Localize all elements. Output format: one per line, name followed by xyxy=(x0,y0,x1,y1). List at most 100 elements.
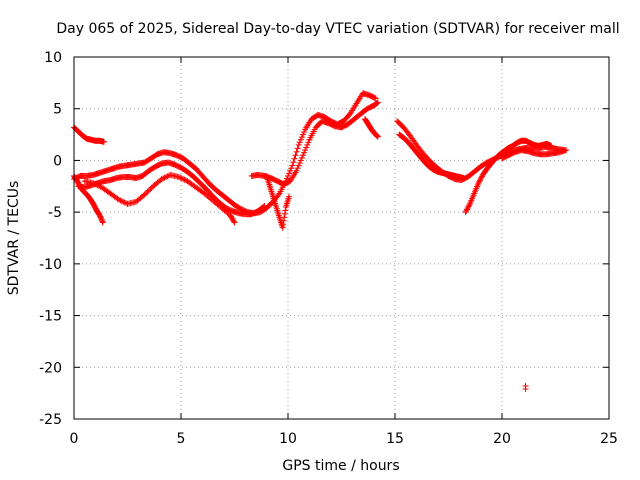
data-point xyxy=(297,136,304,143)
series-pass-k xyxy=(462,137,555,216)
x-tick-label: 25 xyxy=(600,431,618,447)
data-point xyxy=(180,176,187,183)
data-point xyxy=(279,224,286,231)
data-point xyxy=(118,198,125,205)
data-point xyxy=(141,191,148,198)
data-point xyxy=(286,193,293,200)
data-point xyxy=(301,128,308,135)
data-point xyxy=(301,149,308,156)
x-axis-label: GPS time / hours xyxy=(282,458,399,474)
data-point xyxy=(280,221,287,228)
data-point xyxy=(293,148,300,155)
x-tick-label: 15 xyxy=(386,431,404,447)
data-point xyxy=(280,217,287,224)
data-point xyxy=(94,182,101,189)
chart-title: Day 065 of 2025, Sidereal Day-to-day VTE… xyxy=(56,21,619,37)
data-point xyxy=(476,177,483,184)
data-point xyxy=(476,178,483,185)
data-point xyxy=(148,184,155,191)
series-pass-e xyxy=(81,171,238,226)
data-point xyxy=(522,383,529,390)
data-point xyxy=(117,197,124,204)
series-pass-a xyxy=(71,124,107,145)
data-point xyxy=(291,155,298,162)
data-point xyxy=(302,147,309,154)
data-point xyxy=(158,176,165,183)
data-point xyxy=(294,165,301,172)
data-point xyxy=(115,196,122,203)
data-point xyxy=(287,167,294,174)
series-pass-f xyxy=(248,99,381,188)
series-pass-g xyxy=(263,172,293,231)
data-point xyxy=(161,174,168,181)
data-point xyxy=(99,218,106,225)
series-pass-l xyxy=(499,147,570,162)
data-point xyxy=(371,94,378,101)
y-tick-label: 5 xyxy=(53,102,62,118)
series-pass-i xyxy=(394,118,568,184)
series-outlier xyxy=(522,383,529,393)
x-tick-label: 20 xyxy=(493,431,511,447)
y-tick-label: -10 xyxy=(39,257,62,273)
data-point xyxy=(374,100,381,107)
y-axis-label: SDTVAR / TECUs xyxy=(6,181,22,296)
series-pass-h xyxy=(362,116,381,140)
data-point xyxy=(175,173,182,180)
y-tick-label: -25 xyxy=(39,412,62,428)
data-point xyxy=(372,95,379,102)
y-tick-label: 10 xyxy=(44,50,62,66)
data-point xyxy=(260,203,267,210)
data-point xyxy=(374,99,381,106)
data-point xyxy=(286,170,293,177)
y-tick-label: -15 xyxy=(39,309,62,325)
data-point xyxy=(293,167,300,174)
data-point xyxy=(289,162,296,169)
data-point xyxy=(548,142,555,149)
data-point xyxy=(295,141,302,148)
data-point xyxy=(294,145,301,152)
data-point xyxy=(177,174,184,181)
y-tick-label: -20 xyxy=(39,360,62,376)
data-point xyxy=(144,188,151,195)
series-pass-c xyxy=(71,90,379,217)
data-point xyxy=(464,206,471,213)
data-point xyxy=(373,132,380,139)
data-point xyxy=(465,203,472,210)
data-point xyxy=(290,159,297,166)
grid xyxy=(74,57,609,419)
data-point xyxy=(99,219,106,226)
data-point xyxy=(285,172,291,179)
data-point xyxy=(100,138,107,145)
axis-ticks: 0 5 10 15 20 25 -25 -20 -15 -10 -5 0 5 10 xyxy=(39,50,618,447)
data-point xyxy=(478,174,485,181)
data-point xyxy=(281,210,288,217)
data-point xyxy=(230,218,237,225)
data-point xyxy=(145,187,152,194)
data-point xyxy=(163,173,170,180)
data-point xyxy=(164,173,171,180)
data-point xyxy=(373,100,380,107)
data-point xyxy=(281,214,288,221)
plot-frame xyxy=(73,56,610,420)
data-point xyxy=(95,182,102,189)
data-point xyxy=(93,181,100,188)
data-point xyxy=(288,165,295,172)
data-point xyxy=(299,131,306,138)
data-point xyxy=(297,157,304,164)
data-point xyxy=(91,180,98,187)
data-point xyxy=(466,202,473,209)
data-point xyxy=(292,152,299,159)
series-pass-j xyxy=(396,131,467,182)
data-point xyxy=(147,186,154,193)
data-point xyxy=(463,207,470,214)
x-tick-label: 10 xyxy=(279,431,297,447)
data-point xyxy=(160,175,167,182)
x-tick-label: 0 xyxy=(70,431,79,447)
data-point xyxy=(295,162,302,169)
data-point xyxy=(464,205,471,212)
data-point xyxy=(374,133,381,140)
y-tick-label: 0 xyxy=(53,153,62,169)
data-point xyxy=(477,176,484,183)
data-point xyxy=(261,202,268,209)
